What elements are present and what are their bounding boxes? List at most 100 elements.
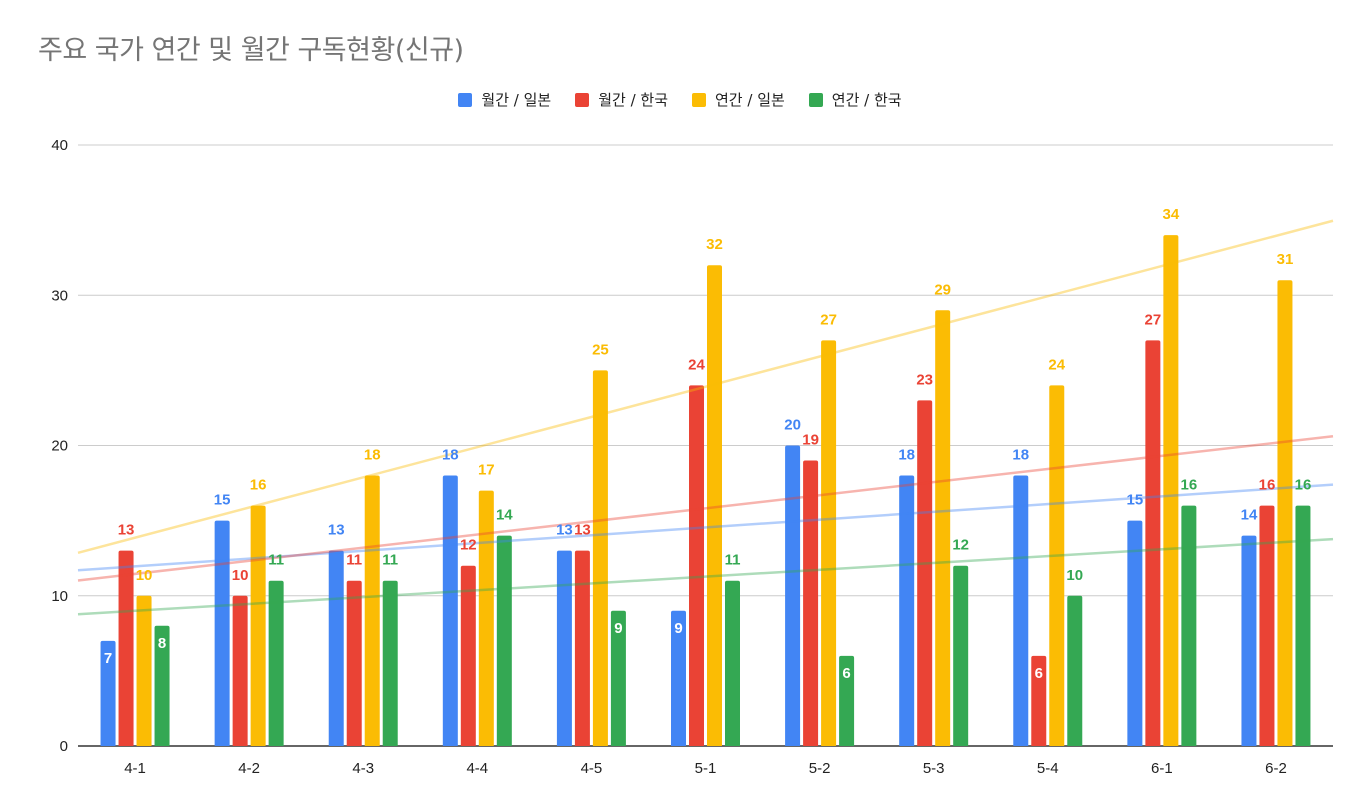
data-label: 10 [136,567,153,584]
bar [1127,520,1143,746]
legend-item-annual-korea[interactable]: 연간 / 한국 [808,89,902,110]
data-label: 16 [1259,477,1276,494]
data-label: 13 [328,522,345,539]
bar [1067,595,1083,746]
bar [1013,475,1029,746]
data-label: 13 [574,522,591,539]
trendline [77,434,1334,582]
bar [899,475,915,746]
bar [1163,235,1179,746]
y-tick-label: 0 [60,738,68,755]
data-label: 6 [1035,665,1043,682]
data-label: 18 [898,447,915,464]
bar [346,580,362,746]
x-tick-label: 4-3 [352,760,374,777]
bar [118,550,134,746]
data-label: 19 [802,432,819,449]
data-label: 11 [382,552,398,569]
x-tick-label: 5-4 [1037,760,1059,777]
data-label: 14 [1241,507,1258,524]
bar [574,550,590,746]
data-label: 9 [674,620,682,637]
bar [1241,535,1257,746]
bar [935,310,951,746]
bar [689,385,704,746]
trendline [77,219,1334,555]
x-tick-label: 4-2 [238,760,260,777]
x-tick-label: 5-2 [809,760,831,777]
data-label: 20 [784,417,801,434]
bar [1259,505,1275,746]
bar [100,640,116,746]
data-label: 25 [592,341,609,358]
data-label: 9 [614,620,622,637]
bar [460,565,476,746]
bar [136,595,152,746]
data-label: 15 [1127,492,1144,509]
bar [478,490,494,746]
bar [821,340,837,746]
data-label: 6 [842,665,850,682]
data-label: 16 [1181,477,1198,494]
bar [328,550,344,746]
bar [839,655,855,746]
data-label: 15 [214,492,231,509]
x-tick-label: 5-1 [695,760,717,777]
bar [556,550,572,746]
x-tick-label: 6-2 [1265,760,1287,777]
y-tick-label: 20 [51,438,68,455]
bar [442,475,458,746]
data-label: 24 [1048,356,1065,373]
data-label: 11 [268,552,284,569]
bar [592,370,608,746]
legend-label: 월간 / 일본 [481,91,552,109]
legend-item-annual-japan[interactable]: 연간 / 일본 [692,89,785,110]
legend-label: 월간 / 한국 [598,91,668,109]
bar [725,580,740,746]
chart-title: 주요 국가 연간 및 월간 구독현황(신규) [38,35,464,66]
legend-item-monthly-japan[interactable]: 월간 / 일본 [458,89,551,110]
legend-label: 연간 / 한국 [831,91,902,109]
trendline [77,537,1334,616]
x-tick-label: 5-3 [923,760,945,777]
bar [917,400,933,746]
legend-swatch [575,92,590,107]
bar [785,445,801,746]
data-label: 12 [952,537,969,554]
data-label: 14 [496,507,513,524]
bar [1295,505,1311,746]
x-tick-label: 6-1 [1151,760,1173,777]
data-label: 18 [364,447,381,464]
data-label: 23 [916,371,933,388]
data-label: 11 [346,552,362,569]
bar [382,580,398,746]
bar [803,460,819,746]
data-label: 27 [1145,311,1162,328]
bar [1049,385,1065,746]
legend-swatch [458,92,473,107]
x-tick-label: 4-4 [466,760,488,777]
data-label: 8 [158,635,166,652]
data-label: 7 [104,650,112,667]
legend-label: 연간 / 일본 [715,91,785,109]
legend-item-monthly-korea[interactable]: 월간 / 한국 [575,89,668,110]
y-tick-label: 10 [51,588,68,605]
data-label: 31 [1277,251,1294,268]
bar [214,520,230,746]
bar [154,625,170,746]
bar [364,475,380,746]
legend-swatch [808,92,823,107]
y-tick-label: 30 [51,287,68,304]
trendline [77,483,1334,572]
data-label: 16 [250,477,267,494]
y-tick-label: 40 [51,137,68,154]
data-label: 16 [1295,477,1312,494]
data-label: 32 [706,236,723,253]
data-label: 13 [118,522,135,539]
x-tick-label: 4-1 [124,760,146,777]
bar [1145,340,1161,746]
bar [671,610,686,746]
data-label: 18 [442,447,459,464]
bar [268,580,284,746]
